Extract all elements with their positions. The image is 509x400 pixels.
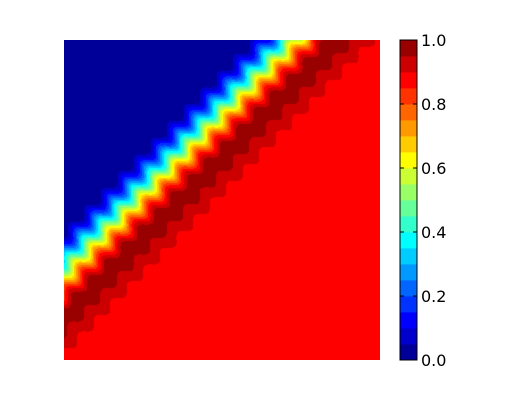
- colorbar-band: [400, 248, 417, 265]
- colorbar-band: [400, 56, 417, 73]
- colorbar-band: [400, 264, 417, 281]
- colorbar-frame: [399, 39, 418, 361]
- colorbar-band: [400, 280, 417, 297]
- colorbar-band: [400, 72, 417, 89]
- colorbar-band: [400, 88, 417, 105]
- colorbar-band: [400, 152, 417, 169]
- colorbar-tick-label: 0.4: [421, 223, 446, 242]
- colorbar-band: [400, 184, 417, 201]
- contour-plot-area: [64, 40, 380, 360]
- colorbar-band: [400, 136, 417, 153]
- colorbar-band: [400, 200, 417, 217]
- colorbar-band: [400, 40, 417, 57]
- colorbar-tick-label: 0.8: [421, 95, 446, 114]
- contour-fill: [64, 40, 380, 360]
- colorbar-band: [400, 168, 417, 185]
- colorbar: [399, 39, 418, 361]
- colorbar-band: [400, 296, 417, 313]
- colorbar-tick-label: 0.0: [421, 351, 446, 370]
- colorbar-band: [400, 232, 417, 249]
- colorbar-band: [400, 104, 417, 121]
- colorbar-band: [400, 120, 417, 137]
- colorbar-band: [400, 328, 417, 345]
- colorbar-band: [400, 312, 417, 329]
- colorbar-band: [400, 344, 417, 361]
- colorbar-band: [400, 216, 417, 233]
- colorbar-tick-label: 1.0: [421, 31, 446, 50]
- colorbar-ticks: 0.0 0.2 0.4 0.6 0.8 1.0: [400, 31, 446, 370]
- colorbar-tick-label: 0.2: [421, 287, 446, 306]
- colorbar-tick-label: 0.6: [421, 159, 446, 178]
